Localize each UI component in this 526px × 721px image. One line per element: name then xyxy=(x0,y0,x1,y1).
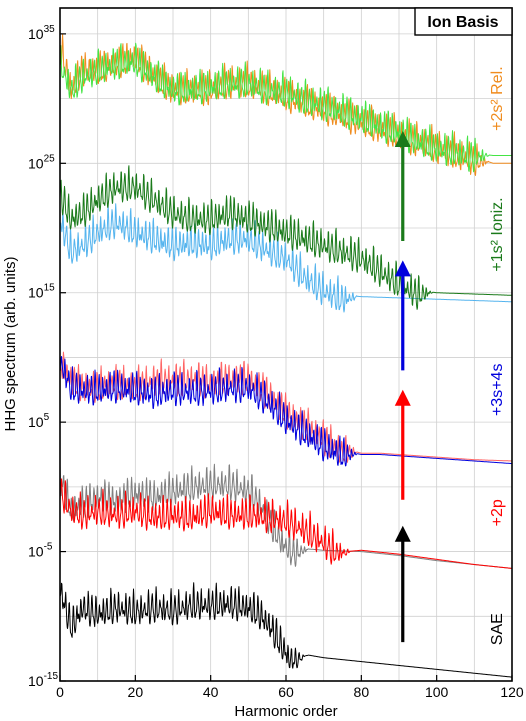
y-tick-label: 10-5 xyxy=(28,542,53,560)
y-tick-base: 10 xyxy=(28,544,44,560)
y-axis-label: HHG spectrum (arb. units) xyxy=(2,256,19,431)
y-tick-base: 10 xyxy=(28,285,44,301)
series-line xyxy=(59,165,513,310)
arrow-head xyxy=(394,260,411,277)
series-line xyxy=(59,463,513,569)
series-line xyxy=(59,42,513,173)
series-line xyxy=(59,356,513,467)
panel-label: +1s² Ioniz. xyxy=(489,197,506,271)
y-tick-base: 10 xyxy=(28,155,44,171)
series-layer xyxy=(59,33,513,678)
x-tick-label: 40 xyxy=(203,684,219,700)
panel-label: +2p xyxy=(489,499,506,526)
title-box: Ion Basis xyxy=(414,7,513,36)
y-tick-label: 105 xyxy=(28,412,50,430)
y-tick-exponent: -5 xyxy=(44,542,53,553)
x-tick-label: 0 xyxy=(56,684,64,700)
y-tick-exponent: 5 xyxy=(44,412,50,423)
y-tick-label: 10-15 xyxy=(28,671,58,689)
panel-label: +3s+4s xyxy=(489,364,506,416)
series-line xyxy=(59,351,513,463)
arrow-head xyxy=(394,389,411,406)
y-tick-label: 1035 xyxy=(28,24,55,42)
x-axis-label: Harmonic order xyxy=(234,703,337,720)
title-box-frame xyxy=(414,7,513,36)
x-tick-label: 60 xyxy=(278,684,294,700)
y-tick-exponent: 35 xyxy=(44,24,56,35)
series-line xyxy=(59,203,513,313)
y-tick-base: 10 xyxy=(28,26,44,42)
y-tick-base: 10 xyxy=(28,673,44,689)
panel-label: +2s² Rel. xyxy=(489,66,506,130)
y-tick-label: 1025 xyxy=(28,153,55,171)
arrow-head xyxy=(394,525,411,542)
y-tick-label: 1015 xyxy=(28,283,55,301)
y-tick-base: 10 xyxy=(28,414,44,430)
x-tick-label: 100 xyxy=(425,684,449,700)
x-tick-label: 80 xyxy=(354,684,370,700)
y-tick-exponent: -15 xyxy=(44,671,59,682)
panel-label: SAE xyxy=(489,613,506,645)
x-tick-label: 120 xyxy=(500,684,524,700)
chart-title: Ion Basis xyxy=(427,14,498,31)
series-line xyxy=(59,582,513,678)
y-tick-exponent: 15 xyxy=(44,283,56,294)
arrow-layer xyxy=(394,130,411,643)
x-tick-label: 20 xyxy=(128,684,144,700)
arrow-head xyxy=(394,130,411,147)
y-tick-exponent: 25 xyxy=(44,153,56,164)
x-tick-labels: 0 20 40 60 80 100 120 xyxy=(56,675,524,700)
series-line xyxy=(59,478,513,569)
panel-labels: SAE +2p +3s+4s +1s² Ioniz. +2s² Rel. xyxy=(489,66,506,645)
